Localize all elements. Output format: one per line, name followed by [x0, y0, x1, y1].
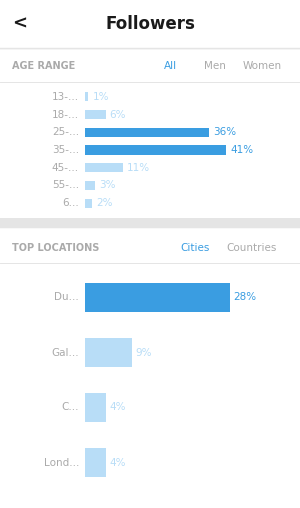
Bar — [85, 338, 131, 367]
Text: Gal...: Gal... — [51, 347, 79, 358]
Bar — [85, 283, 230, 312]
Text: 6%: 6% — [110, 110, 126, 119]
Bar — [85, 92, 88, 102]
Text: Men: Men — [204, 61, 226, 71]
Text: 3%: 3% — [99, 180, 116, 190]
Bar — [85, 110, 106, 119]
Text: 28%: 28% — [234, 293, 257, 302]
Text: 11%: 11% — [127, 163, 150, 173]
Text: 35-...: 35-... — [52, 145, 79, 155]
Text: 13-...: 13-... — [52, 92, 79, 102]
Text: 4%: 4% — [110, 402, 126, 412]
Text: 9%: 9% — [136, 347, 152, 358]
Text: 2%: 2% — [96, 198, 112, 208]
Bar — [85, 181, 95, 190]
Text: Lond...: Lond... — [44, 458, 79, 467]
Text: AGE RANGE: AGE RANGE — [12, 61, 75, 71]
Text: Cities: Cities — [180, 243, 210, 253]
Text: 36%: 36% — [213, 128, 236, 137]
Text: 55-...: 55-... — [52, 180, 79, 190]
Bar — [85, 393, 106, 422]
Bar — [85, 163, 123, 172]
Text: TOP LOCATIONS: TOP LOCATIONS — [12, 243, 99, 253]
Text: <: < — [13, 15, 28, 33]
Text: 18-...: 18-... — [52, 110, 79, 119]
Text: Followers: Followers — [105, 15, 195, 33]
Bar — [85, 145, 226, 154]
Text: C...: C... — [61, 402, 79, 412]
Text: Du...: Du... — [54, 293, 79, 302]
Bar — [85, 448, 106, 477]
Bar — [0, 229, 300, 508]
Text: 45-...: 45-... — [52, 163, 79, 173]
Text: 4%: 4% — [110, 458, 126, 467]
Text: 25-...: 25-... — [52, 128, 79, 137]
Text: All: All — [164, 61, 177, 71]
Text: 6...: 6... — [62, 198, 79, 208]
Bar — [0, 0, 300, 48]
Bar — [85, 128, 209, 137]
Text: Countries: Countries — [227, 243, 277, 253]
Bar — [85, 199, 92, 208]
Bar — [0, 50, 300, 218]
Bar — [0, 218, 300, 228]
Text: 1%: 1% — [92, 92, 109, 102]
Text: Women: Women — [242, 61, 282, 71]
Text: 41%: 41% — [230, 145, 253, 155]
